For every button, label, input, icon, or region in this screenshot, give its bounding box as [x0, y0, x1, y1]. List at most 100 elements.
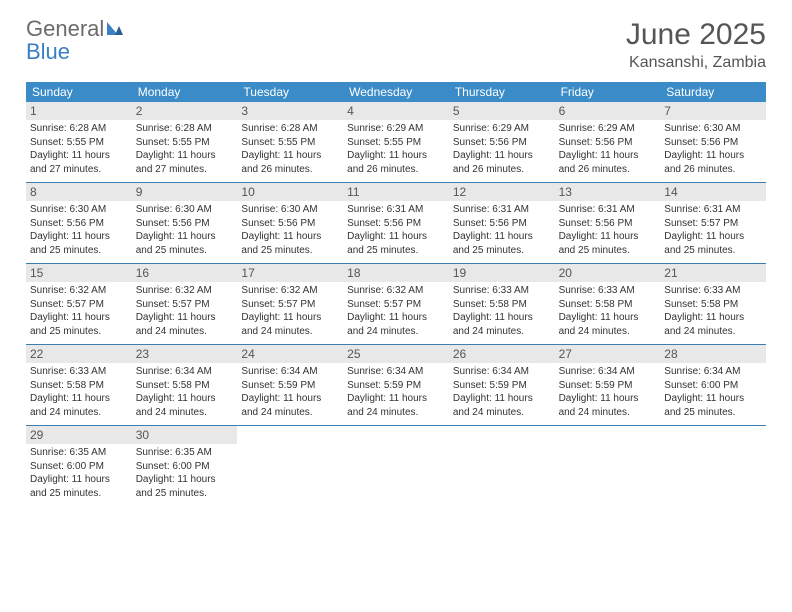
day-detail-line: Sunrise: 6:34 AM: [241, 365, 339, 379]
day-cell: 10Sunrise: 6:30 AMSunset: 5:56 PMDayligh…: [237, 183, 343, 263]
day-cell: 30Sunrise: 6:35 AMSunset: 6:00 PMDayligh…: [132, 426, 238, 506]
day-detail-line: and 27 minutes.: [30, 163, 128, 177]
day-detail-line: Sunset: 5:56 PM: [136, 217, 234, 231]
day-detail-line: Daylight: 11 hours: [347, 392, 445, 406]
day-detail-line: and 24 minutes.: [347, 406, 445, 420]
day-detail-line: Sunset: 5:57 PM: [347, 298, 445, 312]
day-number: 25: [343, 345, 449, 363]
day-detail-line: and 24 minutes.: [453, 406, 551, 420]
day-detail-line: and 26 minutes.: [664, 163, 762, 177]
day-cell: 17Sunrise: 6:32 AMSunset: 5:57 PMDayligh…: [237, 264, 343, 344]
day-detail-line: Daylight: 11 hours: [241, 149, 339, 163]
weekday-header: Tuesday: [237, 82, 343, 102]
day-cell: [449, 426, 555, 506]
day-detail-line: and 25 minutes.: [30, 325, 128, 339]
day-detail-line: Daylight: 11 hours: [30, 473, 128, 487]
day-cell: [555, 426, 661, 506]
day-detail-line: Sunset: 5:58 PM: [30, 379, 128, 393]
day-cell: 4Sunrise: 6:29 AMSunset: 5:55 PMDaylight…: [343, 102, 449, 182]
day-number: 14: [660, 183, 766, 201]
day-cell: 3Sunrise: 6:28 AMSunset: 5:55 PMDaylight…: [237, 102, 343, 182]
day-cell: 25Sunrise: 6:34 AMSunset: 5:59 PMDayligh…: [343, 345, 449, 425]
day-cell: 8Sunrise: 6:30 AMSunset: 5:56 PMDaylight…: [26, 183, 132, 263]
day-detail-line: Sunset: 5:57 PM: [664, 217, 762, 231]
day-detail-line: and 24 minutes.: [664, 325, 762, 339]
day-detail-line: Sunrise: 6:30 AM: [136, 203, 234, 217]
calendar: Sunday Monday Tuesday Wednesday Thursday…: [26, 82, 766, 506]
day-cell: 22Sunrise: 6:33 AMSunset: 5:58 PMDayligh…: [26, 345, 132, 425]
day-detail-line: Sunrise: 6:32 AM: [241, 284, 339, 298]
day-detail-line: Sunset: 5:55 PM: [136, 136, 234, 150]
weekday-header: Sunday: [26, 82, 132, 102]
week-row: 15Sunrise: 6:32 AMSunset: 5:57 PMDayligh…: [26, 264, 766, 345]
day-detail-line: Sunrise: 6:33 AM: [30, 365, 128, 379]
day-detail-line: Daylight: 11 hours: [453, 392, 551, 406]
day-detail-line: and 25 minutes.: [241, 244, 339, 258]
day-detail-line: and 25 minutes.: [136, 487, 234, 501]
day-detail-line: and 24 minutes.: [136, 406, 234, 420]
day-number: 4: [343, 102, 449, 120]
day-detail-line: Sunset: 5:58 PM: [136, 379, 234, 393]
day-number: 30: [132, 426, 238, 444]
day-cell: [237, 426, 343, 506]
logo-sail-icon: [106, 20, 124, 41]
day-cell: 29Sunrise: 6:35 AMSunset: 6:00 PMDayligh…: [26, 426, 132, 506]
day-detail-line: Daylight: 11 hours: [347, 311, 445, 325]
day-detail-line: and 25 minutes.: [453, 244, 551, 258]
day-detail-line: Sunrise: 6:34 AM: [136, 365, 234, 379]
day-detail-line: and 24 minutes.: [453, 325, 551, 339]
day-detail-line: Sunset: 5:57 PM: [136, 298, 234, 312]
weeks-container: 1Sunrise: 6:28 AMSunset: 5:55 PMDaylight…: [26, 102, 766, 506]
day-number: 16: [132, 264, 238, 282]
day-number: 6: [555, 102, 661, 120]
day-detail-line: Sunset: 5:56 PM: [347, 217, 445, 231]
header: General Blue June 2025 Kansanshi, Zambia: [26, 18, 766, 72]
day-detail-line: Sunset: 5:56 PM: [559, 136, 657, 150]
day-detail-line: Sunrise: 6:28 AM: [30, 122, 128, 136]
day-detail-line: and 26 minutes.: [559, 163, 657, 177]
day-detail-line: Sunrise: 6:29 AM: [559, 122, 657, 136]
month-title: June 2025: [626, 18, 766, 52]
day-cell: 12Sunrise: 6:31 AMSunset: 5:56 PMDayligh…: [449, 183, 555, 263]
day-detail-line: Sunrise: 6:34 AM: [453, 365, 551, 379]
day-detail-line: Daylight: 11 hours: [30, 149, 128, 163]
day-cell: 1Sunrise: 6:28 AMSunset: 5:55 PMDaylight…: [26, 102, 132, 182]
day-detail-line: Sunset: 5:58 PM: [453, 298, 551, 312]
day-detail-line: Sunrise: 6:33 AM: [664, 284, 762, 298]
day-detail-line: Daylight: 11 hours: [453, 230, 551, 244]
day-detail-line: Daylight: 11 hours: [559, 311, 657, 325]
week-row: 22Sunrise: 6:33 AMSunset: 5:58 PMDayligh…: [26, 345, 766, 426]
logo: General Blue: [26, 18, 124, 64]
day-cell: [343, 426, 449, 506]
day-detail-line: Sunset: 5:56 PM: [453, 217, 551, 231]
day-detail-line: and 27 minutes.: [136, 163, 234, 177]
day-detail-line: Sunrise: 6:30 AM: [30, 203, 128, 217]
day-number: 28: [660, 345, 766, 363]
day-detail-line: Daylight: 11 hours: [559, 392, 657, 406]
weekday-header: Friday: [555, 82, 661, 102]
day-detail-line: and 25 minutes.: [30, 487, 128, 501]
day-number: 27: [555, 345, 661, 363]
day-detail-line: Sunset: 5:56 PM: [30, 217, 128, 231]
day-detail-line: Sunset: 5:55 PM: [30, 136, 128, 150]
day-number: 17: [237, 264, 343, 282]
day-detail-line: Sunset: 5:55 PM: [347, 136, 445, 150]
day-detail-line: Sunset: 5:55 PM: [241, 136, 339, 150]
day-detail-line: and 24 minutes.: [559, 406, 657, 420]
day-number: 20: [555, 264, 661, 282]
day-detail-line: Sunrise: 6:31 AM: [664, 203, 762, 217]
day-cell: [660, 426, 766, 506]
day-detail-line: Sunrise: 6:30 AM: [241, 203, 339, 217]
day-detail-line: Daylight: 11 hours: [241, 392, 339, 406]
day-detail-line: and 25 minutes.: [664, 244, 762, 258]
day-detail-line: Sunrise: 6:32 AM: [30, 284, 128, 298]
day-detail-line: and 26 minutes.: [241, 163, 339, 177]
day-detail-line: Daylight: 11 hours: [136, 149, 234, 163]
week-row: 8Sunrise: 6:30 AMSunset: 5:56 PMDaylight…: [26, 183, 766, 264]
day-detail-line: Sunrise: 6:29 AM: [347, 122, 445, 136]
day-number: 24: [237, 345, 343, 363]
day-cell: 14Sunrise: 6:31 AMSunset: 5:57 PMDayligh…: [660, 183, 766, 263]
day-detail-line: Sunrise: 6:29 AM: [453, 122, 551, 136]
day-detail-line: Daylight: 11 hours: [664, 392, 762, 406]
day-number: 15: [26, 264, 132, 282]
